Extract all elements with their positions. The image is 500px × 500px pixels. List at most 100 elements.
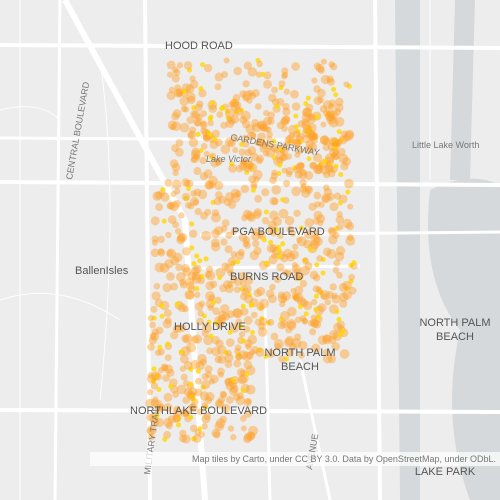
point xyxy=(203,63,213,73)
point xyxy=(317,303,327,312)
point xyxy=(242,284,252,294)
point xyxy=(171,179,182,190)
point xyxy=(215,267,226,278)
point xyxy=(214,421,225,431)
point xyxy=(316,255,324,262)
point xyxy=(271,154,277,160)
point xyxy=(299,178,307,187)
point xyxy=(240,307,249,316)
point xyxy=(243,241,251,249)
road xyxy=(0,180,500,187)
point xyxy=(194,388,203,397)
point xyxy=(256,60,263,68)
point xyxy=(203,404,209,410)
point xyxy=(269,283,276,291)
point xyxy=(291,292,299,301)
point xyxy=(187,285,196,294)
point xyxy=(274,343,282,351)
point xyxy=(320,270,326,276)
point xyxy=(201,414,211,424)
point xyxy=(230,114,240,124)
point xyxy=(292,243,299,250)
point xyxy=(283,141,291,150)
point xyxy=(267,226,276,235)
point xyxy=(231,135,239,143)
point xyxy=(189,126,197,134)
point xyxy=(281,67,289,75)
point xyxy=(265,289,275,298)
point xyxy=(302,107,312,118)
point xyxy=(215,339,224,348)
point xyxy=(308,246,314,252)
point xyxy=(234,344,242,352)
point xyxy=(243,159,253,170)
water-label: Lake Victor xyxy=(206,154,252,164)
point xyxy=(276,254,282,260)
point xyxy=(297,120,305,128)
point xyxy=(216,317,225,326)
point xyxy=(201,423,208,430)
point xyxy=(217,367,225,376)
road xyxy=(0,408,500,414)
point xyxy=(230,192,241,203)
point xyxy=(180,373,188,381)
point xyxy=(187,271,197,281)
point xyxy=(158,303,164,309)
point xyxy=(208,154,214,160)
point xyxy=(189,229,198,238)
point xyxy=(179,365,186,372)
point xyxy=(205,265,214,273)
point xyxy=(205,181,214,190)
point xyxy=(335,245,346,256)
point xyxy=(198,89,207,98)
point xyxy=(199,391,210,401)
point xyxy=(297,340,308,351)
point xyxy=(323,187,332,196)
point xyxy=(150,332,160,341)
point xyxy=(236,392,244,400)
road xyxy=(143,0,152,500)
road-label: BURNS ROAD xyxy=(230,271,303,283)
point xyxy=(189,196,200,207)
point xyxy=(185,179,194,188)
point xyxy=(162,319,172,329)
point xyxy=(239,141,245,147)
point xyxy=(184,289,194,300)
point xyxy=(339,349,350,359)
point xyxy=(252,169,263,180)
point xyxy=(176,235,186,245)
point xyxy=(267,111,276,119)
point xyxy=(322,353,333,364)
point xyxy=(329,329,339,340)
point xyxy=(156,386,162,392)
point xyxy=(336,320,345,329)
point xyxy=(327,113,335,122)
point xyxy=(225,115,231,121)
point xyxy=(230,188,241,198)
point xyxy=(277,162,283,168)
point xyxy=(220,144,231,155)
water-canal xyxy=(395,0,420,500)
point xyxy=(201,373,209,381)
point xyxy=(331,294,341,304)
point xyxy=(267,318,275,326)
point xyxy=(255,347,265,357)
point xyxy=(157,248,165,256)
point xyxy=(190,149,201,160)
point xyxy=(285,348,294,357)
point xyxy=(284,269,292,278)
point xyxy=(303,239,312,249)
point xyxy=(333,322,343,332)
point xyxy=(203,412,211,421)
point xyxy=(319,135,329,145)
point xyxy=(338,135,348,145)
point xyxy=(197,353,207,364)
point xyxy=(179,278,187,286)
point xyxy=(209,280,218,289)
point xyxy=(320,74,331,85)
point xyxy=(224,137,234,147)
point xyxy=(230,276,237,284)
point xyxy=(305,103,314,112)
point xyxy=(172,169,179,177)
point xyxy=(266,320,272,326)
